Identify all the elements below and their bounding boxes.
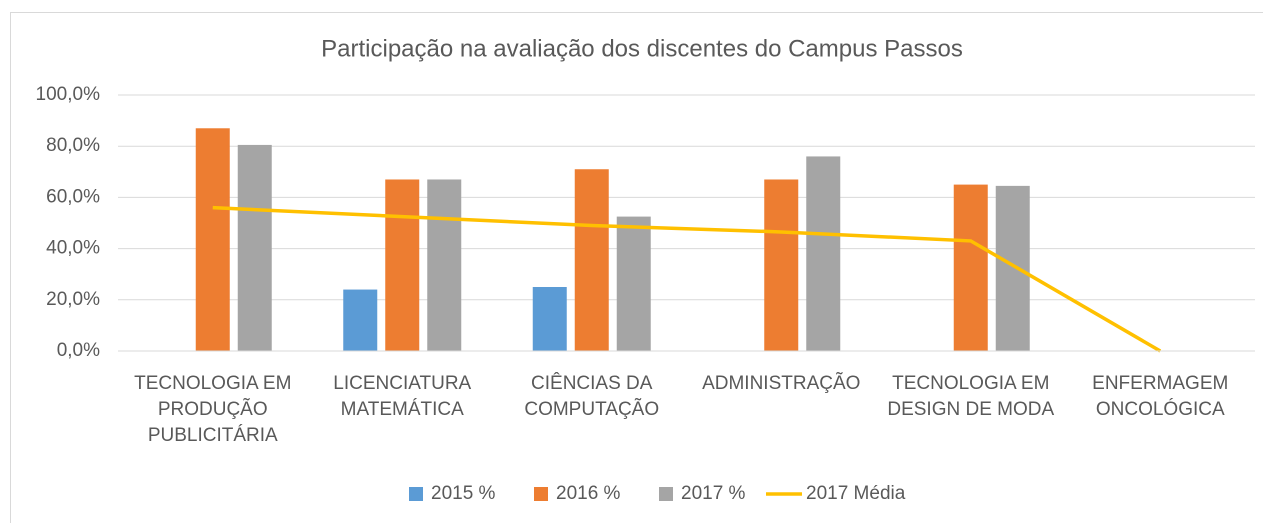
- bar: [427, 179, 462, 351]
- bar: [616, 216, 651, 351]
- legend-label: 2016 %: [556, 483, 621, 504]
- y-tick-label: 20,0%: [46, 289, 100, 310]
- x-tick-label: ADMINISTRAÇÃO: [702, 373, 861, 394]
- x-tick-label: CIÊNCIAS DA COMPUTAÇÃO: [524, 373, 660, 420]
- legend-swatch: [534, 487, 548, 501]
- y-tick-label: 40,0%: [46, 238, 100, 259]
- y-tick-label: 100,0%: [36, 84, 101, 105]
- y-tick-label: 0,0%: [57, 340, 100, 361]
- bar: [195, 128, 230, 351]
- x-tick-label: LICENCIATURA MATEMÁTICA: [333, 373, 472, 420]
- y-tick-label: 80,0%: [46, 135, 100, 156]
- legend-swatch: [659, 487, 673, 501]
- legend-swatch: [409, 487, 423, 501]
- x-tick-label: ENFERMAGEM ONCOLÓGICA: [1092, 373, 1229, 420]
- bar: [806, 156, 841, 351]
- bar: [343, 289, 378, 351]
- legend-label: 2017 Média: [806, 483, 906, 504]
- bar: [995, 185, 1030, 351]
- bar: [764, 179, 799, 351]
- x-tick-label: TECNOLOGIA EM DESIGN DE MODA: [887, 373, 1055, 420]
- x-tick-label: TECNOLOGIA EM PRODUÇÃO PUBLICITÁRIA: [134, 373, 292, 446]
- bar: [953, 184, 988, 351]
- bar: [237, 144, 272, 351]
- y-tick-label: 60,0%: [46, 186, 100, 207]
- bar: [532, 287, 567, 351]
- chart-title: Participação na avaliação dos discentes …: [321, 35, 963, 62]
- bar: [574, 169, 609, 351]
- legend-label: 2015 %: [431, 483, 496, 504]
- legend-label: 2017 %: [681, 483, 746, 504]
- bar: [385, 179, 420, 351]
- line: [212, 205, 1162, 353]
